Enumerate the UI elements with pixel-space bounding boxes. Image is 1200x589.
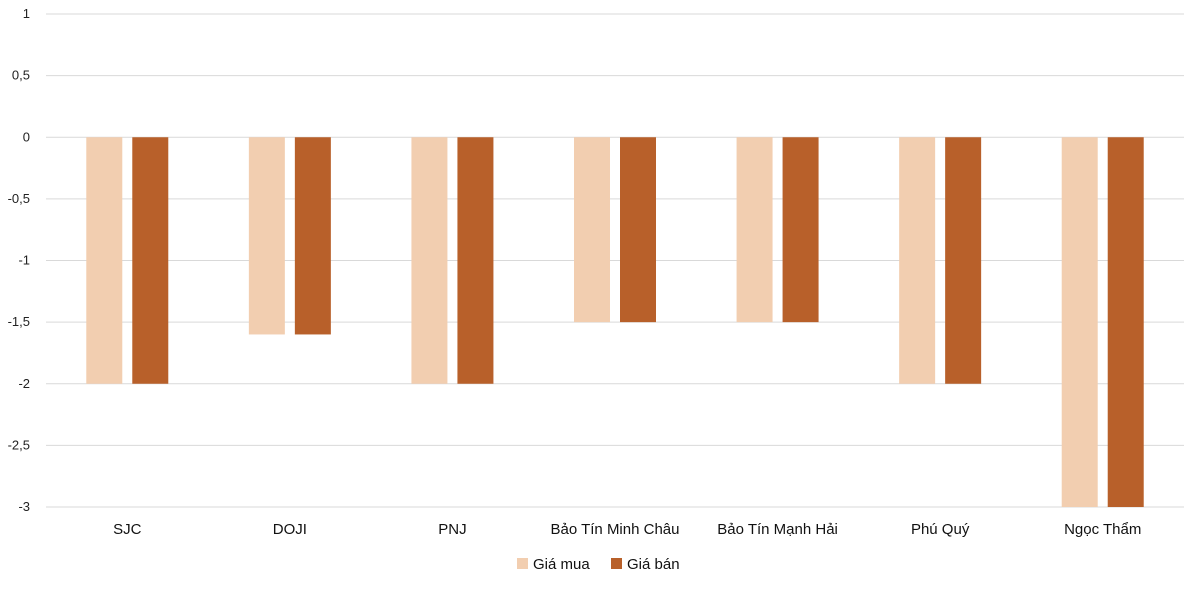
x-category-label: Bảo Tín Minh Châu [551, 521, 680, 538]
bar-gia-mua [248, 137, 285, 335]
legend-label-gia-mua: Giá mua [533, 556, 590, 573]
y-tick-label: -1,5 [8, 314, 30, 329]
y-axis-ticks: 1 0,5 0 -0,5 -1 -1,5 -2 -2,5 -3 [8, 6, 30, 514]
bar-gia-ban [945, 137, 982, 384]
bar-gia-mua [86, 137, 123, 384]
legend: Giá mua Giá bán [517, 556, 680, 573]
legend-swatch-gia-mua [517, 558, 528, 569]
bar-gia-mua [1061, 137, 1098, 507]
y-tick-label: -1 [18, 253, 30, 268]
bar-gia-ban [294, 137, 331, 335]
bar-gia-mua [899, 137, 936, 384]
y-tick-label: -3 [18, 499, 30, 514]
x-category-label: Bảo Tín Mạnh Hải [717, 521, 838, 538]
y-tick-label: -2 [18, 376, 30, 391]
x-category-label: DOJI [273, 521, 307, 538]
bar-gia-ban [782, 137, 819, 323]
bar-gia-mua [736, 137, 773, 323]
bar-gia-ban [132, 137, 169, 384]
x-category-label: SJC [113, 521, 142, 538]
y-tick-label: -0,5 [8, 191, 30, 206]
legend-swatch-gia-ban [611, 558, 622, 569]
bar-gia-ban [457, 137, 494, 384]
y-tick-label: -2,5 [8, 437, 30, 452]
bar-gia-ban [620, 137, 656, 323]
y-tick-label: 1 [23, 6, 30, 21]
x-category-label: Ngọc Thẩm [1064, 521, 1141, 538]
bars [86, 137, 1144, 507]
legend-label-gia-ban: Giá bán [627, 556, 680, 573]
y-tick-label: 0,5 [12, 68, 30, 83]
x-category-label: PNJ [438, 521, 466, 538]
x-category-label: Phú Quý [911, 521, 970, 538]
y-tick-label: 0 [23, 129, 30, 144]
bar-gia-mua [574, 137, 610, 323]
gridlines [46, 13, 1184, 508]
x-axis-categories: SJC DOJI PNJ Bảo Tín Minh Châu Bảo Tín Mạnh … [113, 521, 1141, 538]
bar-gia-mua [411, 137, 448, 384]
bar-gia-ban [1107, 137, 1144, 507]
